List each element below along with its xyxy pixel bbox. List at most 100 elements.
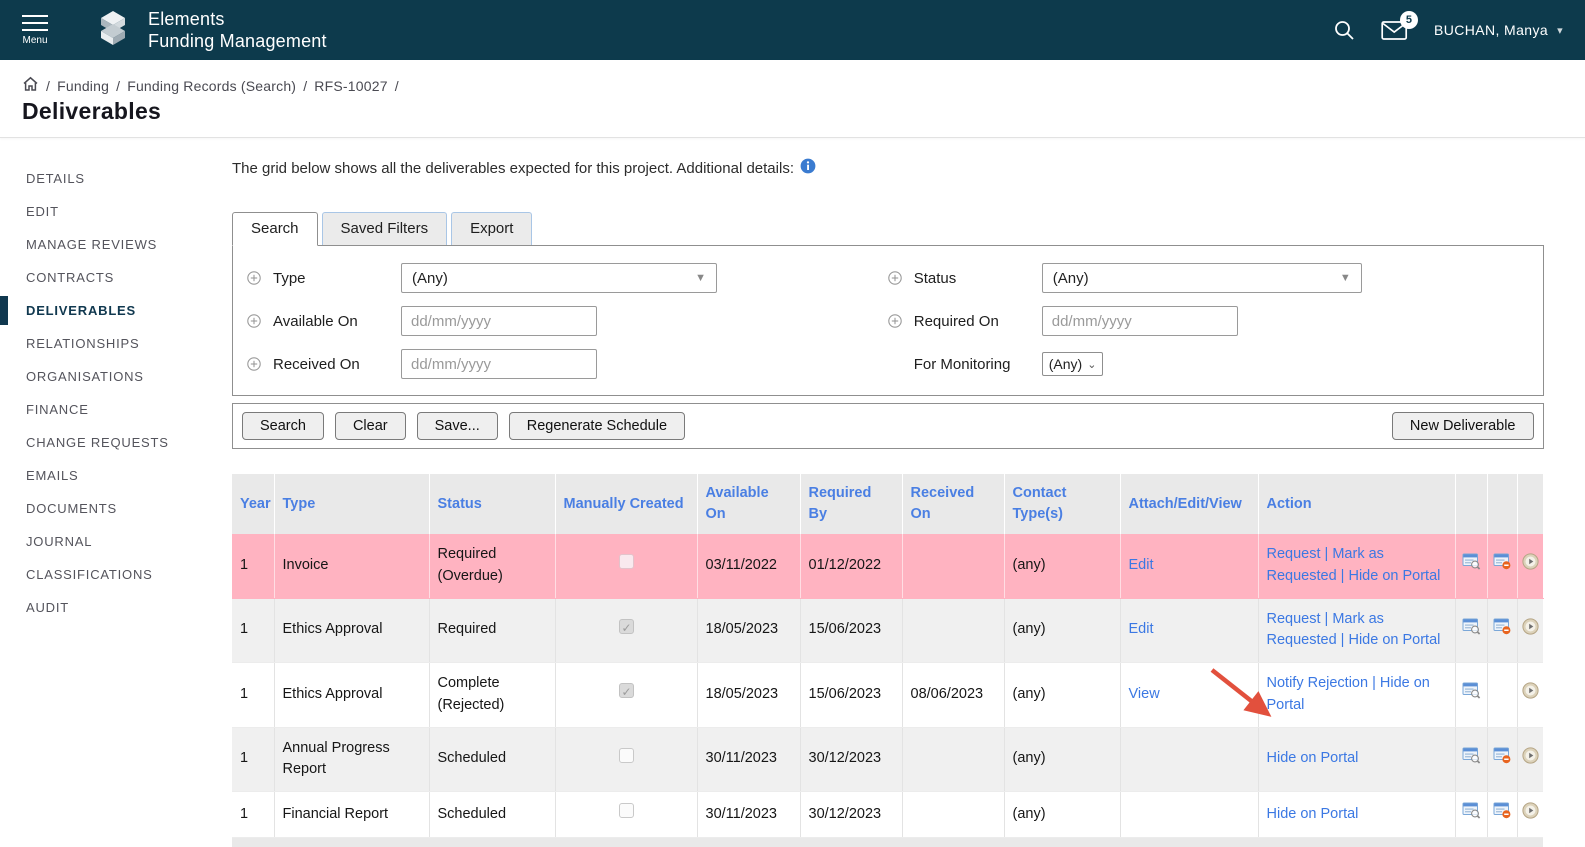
sidebar-item-change-requests[interactable]: CHANGE REQUESTS <box>0 426 232 459</box>
tab-search[interactable]: Search <box>232 212 318 246</box>
sidebar-item-finance[interactable]: FINANCE <box>0 393 232 426</box>
action-hide-on-portal-link[interactable]: Hide on Portal <box>1348 568 1440 584</box>
record-remove-icon[interactable] <box>1493 752 1512 768</box>
manually-created-checkbox[interactable] <box>619 683 634 698</box>
col-year[interactable]: Year <box>232 474 274 534</box>
tab-export[interactable]: Export <box>451 212 532 245</box>
sidebar-item-contracts[interactable]: CONTRACTS <box>0 261 232 294</box>
new-deliverable-button[interactable]: New Deliverable <box>1392 412 1534 440</box>
record-view-icon[interactable] <box>1462 807 1481 823</box>
col-contact-types[interactable]: Contact Type(s) <box>1004 474 1120 534</box>
edit-link[interactable]: Edit <box>1129 557 1154 573</box>
breadcrumb: / Funding / Funding Records (Search) / R… <box>22 76 1585 95</box>
record-history-icon[interactable] <box>1522 807 1539 823</box>
received-on-input[interactable] <box>401 349 597 379</box>
sidebar-item-documents[interactable]: DOCUMENTS <box>0 492 232 525</box>
col-available-on[interactable]: Available On <box>697 474 800 534</box>
clear-button[interactable]: Clear <box>335 412 406 440</box>
dropdown-caret-icon: ▼ <box>1340 272 1351 284</box>
sidebar-item-details[interactable]: DETAILS <box>0 162 232 195</box>
brand-line2: Funding Management <box>148 30 327 53</box>
record-history-icon[interactable] <box>1522 752 1539 768</box>
manually-created-checkbox[interactable] <box>619 619 634 634</box>
main-content: The grid below shows all the deliverable… <box>232 138 1585 847</box>
sidebar-item-classifications[interactable]: CLASSIFICATIONS <box>0 558 232 591</box>
notification-badge: 5 <box>1400 11 1418 29</box>
table-row: 1 Financial Report Scheduled 30/11/2023 … <box>232 792 1543 838</box>
expand-plus-icon[interactable] <box>888 314 914 328</box>
record-view-icon[interactable] <box>1462 558 1481 574</box>
col-required-by[interactable]: Required By <box>800 474 902 534</box>
expand-plus-icon[interactable] <box>888 271 914 285</box>
col-received-on[interactable]: Received On <box>902 474 1004 534</box>
col-icon-3 <box>1517 474 1543 534</box>
sidebar-item-journal[interactable]: JOURNAL <box>0 525 232 558</box>
search-button[interactable]: Search <box>242 412 324 440</box>
dropdown-caret-icon: ▼ <box>695 272 706 284</box>
sidebar-item-organisations[interactable]: ORGANISATIONS <box>0 360 232 393</box>
record-history-icon[interactable] <box>1522 687 1539 703</box>
select-caret-icon: ⌄ <box>1087 358 1096 371</box>
info-icon[interactable] <box>800 158 816 178</box>
action-hide-on-portal-link[interactable]: Hide on Portal <box>1267 806 1359 822</box>
breadcrumb-record-id[interactable]: RFS-10027 <box>314 78 387 94</box>
save-button[interactable]: Save... <box>417 412 498 440</box>
regenerate-schedule-button[interactable]: Regenerate Schedule <box>509 412 685 440</box>
breadcrumb-funding[interactable]: Funding <box>57 78 109 94</box>
col-action[interactable]: Action <box>1258 474 1455 534</box>
menu-button[interactable]: Menu <box>22 15 48 46</box>
home-icon[interactable] <box>22 76 39 95</box>
button-bar: Search Clear Save... Regenerate Schedule… <box>232 403 1544 449</box>
sidebar-item-emails[interactable]: EMAILS <box>0 459 232 492</box>
breadcrumb-funding-records[interactable]: Funding Records (Search) <box>127 78 296 94</box>
manually-created-checkbox[interactable] <box>619 803 634 818</box>
chevron-down-icon: ▾ <box>1557 24 1563 37</box>
action-hide-on-portal-link[interactable]: Hide on Portal <box>1267 750 1359 766</box>
type-select[interactable]: (Any) ▼ <box>401 263 717 293</box>
sidebar-item-audit[interactable]: AUDIT <box>0 591 232 624</box>
record-remove-icon[interactable] <box>1493 558 1512 574</box>
logo-icon <box>90 5 136 56</box>
for-monitoring-label: For Monitoring <box>914 356 1042 373</box>
table-row: 1 Ethics Approval Complete (Rejected) 18… <box>232 663 1543 728</box>
record-history-icon[interactable] <box>1522 623 1539 639</box>
record-remove-icon[interactable] <box>1493 807 1512 823</box>
col-type[interactable]: Type <box>274 474 429 534</box>
status-select[interactable]: (Any) ▼ <box>1042 263 1362 293</box>
record-view-icon[interactable] <box>1462 752 1481 768</box>
expand-plus-icon[interactable] <box>247 314 273 328</box>
action-request-link[interactable]: Request <box>1267 546 1321 562</box>
available-on-label: Available On <box>273 313 401 330</box>
brand[interactable]: Elements Funding Management <box>90 5 327 56</box>
record-view-icon[interactable] <box>1462 623 1481 639</box>
view-link[interactable]: View <box>1129 686 1160 702</box>
action-hide-on-portal-link[interactable]: Hide on Portal <box>1348 632 1440 648</box>
for-monitoring-select[interactable]: (Any) ⌄ <box>1042 352 1104 376</box>
breadcrumb-separator: / <box>46 78 50 94</box>
action-notify-rejection-link[interactable]: Notify Rejection <box>1267 675 1369 691</box>
tab-saved-filters[interactable]: Saved Filters <box>322 212 448 245</box>
record-view-icon[interactable] <box>1462 687 1481 703</box>
col-status[interactable]: Status <box>429 474 555 534</box>
breadcrumb-separator: / <box>395 78 399 94</box>
col-attach-edit-view[interactable]: Attach/Edit/View <box>1120 474 1258 534</box>
sidebar-item-deliverables[interactable]: DELIVERABLES <box>0 294 232 327</box>
required-on-input[interactable] <box>1042 306 1238 336</box>
col-manually-created[interactable]: Manually Created <box>555 474 697 534</box>
sidebar-item-edit[interactable]: EDIT <box>0 195 232 228</box>
edit-link[interactable]: Edit <box>1129 621 1154 637</box>
user-menu[interactable]: BUCHAN, Manya ▾ <box>1434 22 1563 38</box>
record-history-icon[interactable] <box>1522 558 1539 574</box>
manually-created-checkbox[interactable] <box>619 748 634 763</box>
expand-plus-icon[interactable] <box>247 271 273 285</box>
available-on-input[interactable] <box>401 306 597 336</box>
sidebar-item-relationships[interactable]: RELATIONSHIPS <box>0 327 232 360</box>
sidebar-item-manage-reviews[interactable]: MANAGE REVIEWS <box>0 228 232 261</box>
action-request-link[interactable]: Request <box>1267 611 1321 627</box>
mail-icon[interactable]: 5 <box>1381 20 1408 41</box>
search-icon[interactable] <box>1333 19 1355 41</box>
expand-plus-icon[interactable] <box>247 357 273 371</box>
hamburger-icon <box>22 15 48 31</box>
record-remove-icon[interactable] <box>1493 623 1512 639</box>
manually-created-checkbox[interactable] <box>619 554 634 569</box>
